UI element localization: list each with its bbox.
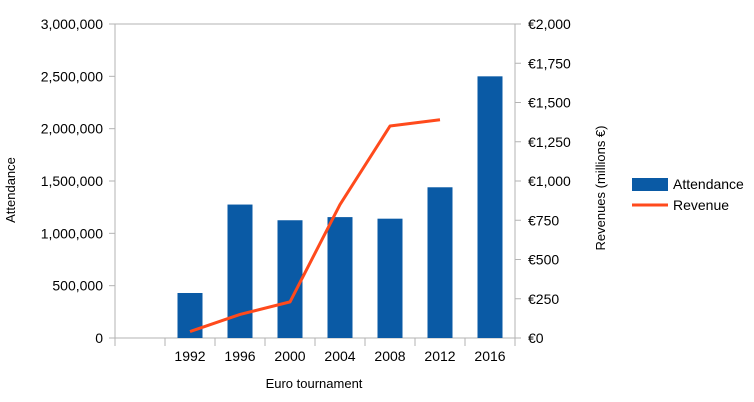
y-tick-label: 2,500,000 bbox=[41, 68, 103, 84]
y2-tick-label: €500 bbox=[528, 252, 559, 268]
left-axis-ticks: 0 500,000 1,000,000 1,500,000 2,000,000 2,500… bbox=[41, 16, 115, 346]
x-tick-label: 2008 bbox=[374, 348, 405, 364]
y-tick-label: 2,000,000 bbox=[41, 121, 103, 137]
y-tick-label: 3,000,000 bbox=[41, 16, 103, 32]
y2-tick-label: €1,250 bbox=[528, 134, 571, 150]
y-tick-label: 1,500,000 bbox=[41, 173, 103, 189]
y2-tick-label: €250 bbox=[528, 291, 559, 307]
attendance-bars bbox=[177, 76, 503, 338]
x-tick-label: 2004 bbox=[324, 348, 355, 364]
attendance-bar bbox=[327, 217, 353, 338]
x-tick-label: 2016 bbox=[474, 348, 505, 364]
y2-tick-label: €0 bbox=[528, 330, 544, 346]
legend-attendance-swatch bbox=[632, 178, 668, 191]
y2-tick-label: €1,000 bbox=[528, 173, 571, 189]
revenue-line bbox=[189, 118, 441, 333]
attendance-bar bbox=[477, 76, 503, 338]
x-axis-ticks: 1992 1996 2000 2004 2008 2012 2016 bbox=[114, 338, 516, 364]
right-axis-ticks: €0 €250 €500 €750 €1,000 €1,250 €1,500 €1,750 €2… bbox=[515, 16, 571, 346]
x-tick-label: 1992 bbox=[174, 348, 205, 364]
y2-axis-title: Revenues (millions €) bbox=[593, 126, 608, 251]
x-tick-label: 2000 bbox=[274, 348, 305, 364]
y-tick-label: 500,000 bbox=[52, 278, 103, 294]
x-axis-title: Euro tournament bbox=[266, 376, 363, 391]
y-tick-label: 0 bbox=[95, 330, 103, 346]
attendance-bar bbox=[377, 218, 403, 338]
y2-tick-label: €1,500 bbox=[528, 95, 571, 111]
y2-tick-label: €1,750 bbox=[528, 55, 571, 71]
y-axis-title: Attendance bbox=[3, 157, 18, 223]
y2-tick-label: €2,000 bbox=[528, 16, 571, 32]
y-tick-label: 1,000,000 bbox=[41, 225, 103, 241]
attendance-bar bbox=[277, 220, 303, 338]
legend-revenue-label: Revenue bbox=[673, 197, 729, 213]
x-tick-label: 1996 bbox=[224, 348, 255, 364]
legend: Attendance Revenue bbox=[632, 176, 744, 213]
x-tick-label: 2012 bbox=[424, 348, 455, 364]
revenue-line-series bbox=[189, 118, 441, 333]
plot-border bbox=[114, 23, 516, 339]
y2-tick-label: €750 bbox=[528, 212, 559, 228]
plot-area bbox=[114, 23, 516, 339]
attendance-bar bbox=[427, 187, 453, 338]
legend-attendance-label: Attendance bbox=[673, 176, 744, 192]
